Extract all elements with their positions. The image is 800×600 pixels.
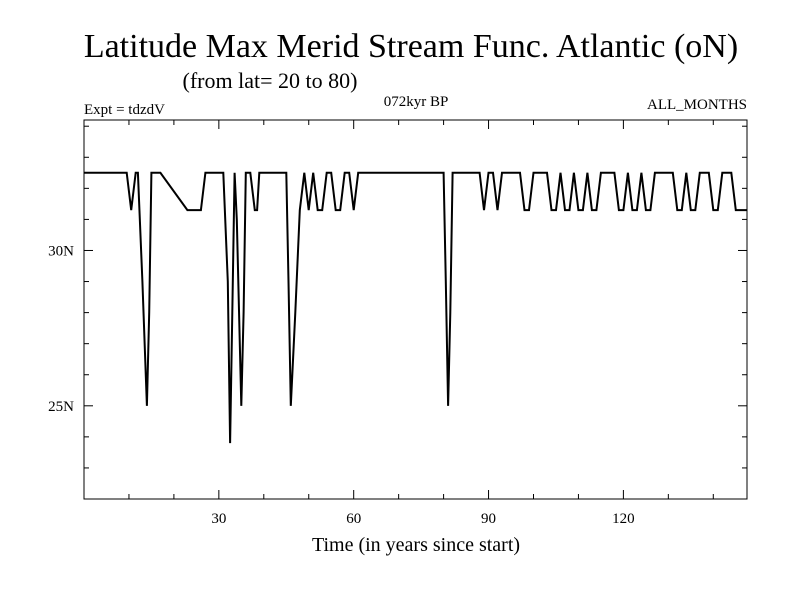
x-axis-tick-labels: 30 60 90 120 — [211, 511, 634, 527]
y-axis-tick-labels: 25N 30N — [48, 243, 74, 414]
x-tick-label: 30 — [211, 511, 226, 527]
series-line — [84, 171, 747, 444]
y-tick-label: 25N — [48, 399, 74, 415]
annotation-left: Expt = tdzdV — [84, 102, 165, 118]
y-tick-label: 30N — [48, 243, 74, 259]
x-axis-label: Time (in years since start) — [312, 534, 520, 556]
annotation-right: ALL_MONTHS — [647, 97, 747, 113]
x-tick-label: 120 — [612, 511, 635, 527]
x-tick-label: 60 — [346, 511, 361, 527]
chart-title: Latitude Max Merid Stream Func. Atlantic… — [84, 28, 738, 65]
annotation-center: 072kyr BP — [384, 94, 449, 110]
x-axis-ticks — [128, 120, 714, 499]
plot-frame — [83, 119, 748, 500]
x-tick-label: 90 — [481, 511, 496, 527]
chart-subtitle: (from lat= 20 to 80) — [183, 68, 358, 93]
y-axis-ticks — [84, 125, 747, 500]
